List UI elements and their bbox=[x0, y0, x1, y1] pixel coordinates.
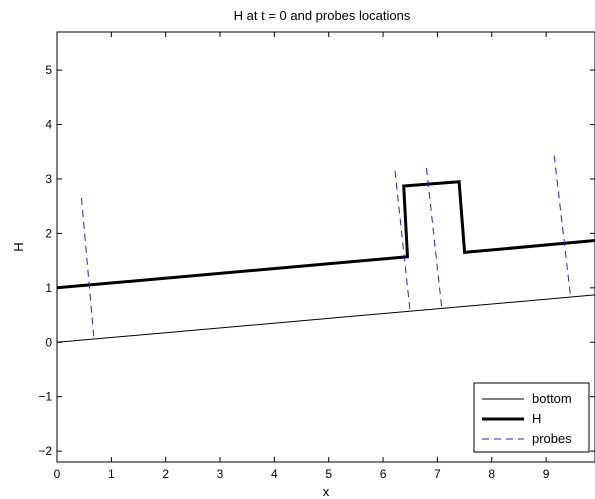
y-tick-label: 5 bbox=[45, 63, 52, 77]
x-tick-label: 1 bbox=[108, 467, 115, 481]
series-line-H bbox=[57, 180, 595, 290]
y-tick-label: −1 bbox=[38, 390, 52, 404]
y-tick-label: 4 bbox=[45, 118, 52, 132]
x-tick-label: 3 bbox=[217, 467, 224, 481]
y-tick-label: 0 bbox=[45, 335, 52, 349]
series-line-bottom bbox=[57, 294, 595, 343]
x-tick-label: 9 bbox=[543, 467, 550, 481]
series-layer bbox=[57, 155, 595, 343]
y-axis-label: H bbox=[11, 242, 26, 251]
x-tick-label: 6 bbox=[380, 467, 387, 481]
legend-label-probes: probes bbox=[532, 431, 572, 446]
x-tick-label: 5 bbox=[325, 467, 332, 481]
chart-title: H at t = 0 and probes locations bbox=[234, 8, 411, 23]
x-axis-label: x bbox=[323, 484, 330, 499]
y-tick-label: 3 bbox=[45, 172, 52, 186]
x-tick-label: 4 bbox=[271, 467, 278, 481]
legend-label-bottom: bottom bbox=[532, 391, 572, 406]
series-group bbox=[57, 155, 595, 343]
x-tick-label: 2 bbox=[162, 467, 169, 481]
x-tick-label: 0 bbox=[54, 467, 61, 481]
y-tick-label: 1 bbox=[45, 281, 52, 295]
x-axis-ticks: 0 1 2 3 4 5 6 7 8 9 bbox=[54, 32, 550, 481]
x-tick-label: 7 bbox=[434, 467, 441, 481]
x-tick-label: 8 bbox=[488, 467, 495, 481]
legend: bottom H probes bbox=[473, 382, 590, 453]
legend-label-H: H bbox=[532, 411, 541, 426]
y-tick-label: −2 bbox=[38, 444, 52, 458]
y-tick-label: 2 bbox=[45, 226, 52, 240]
